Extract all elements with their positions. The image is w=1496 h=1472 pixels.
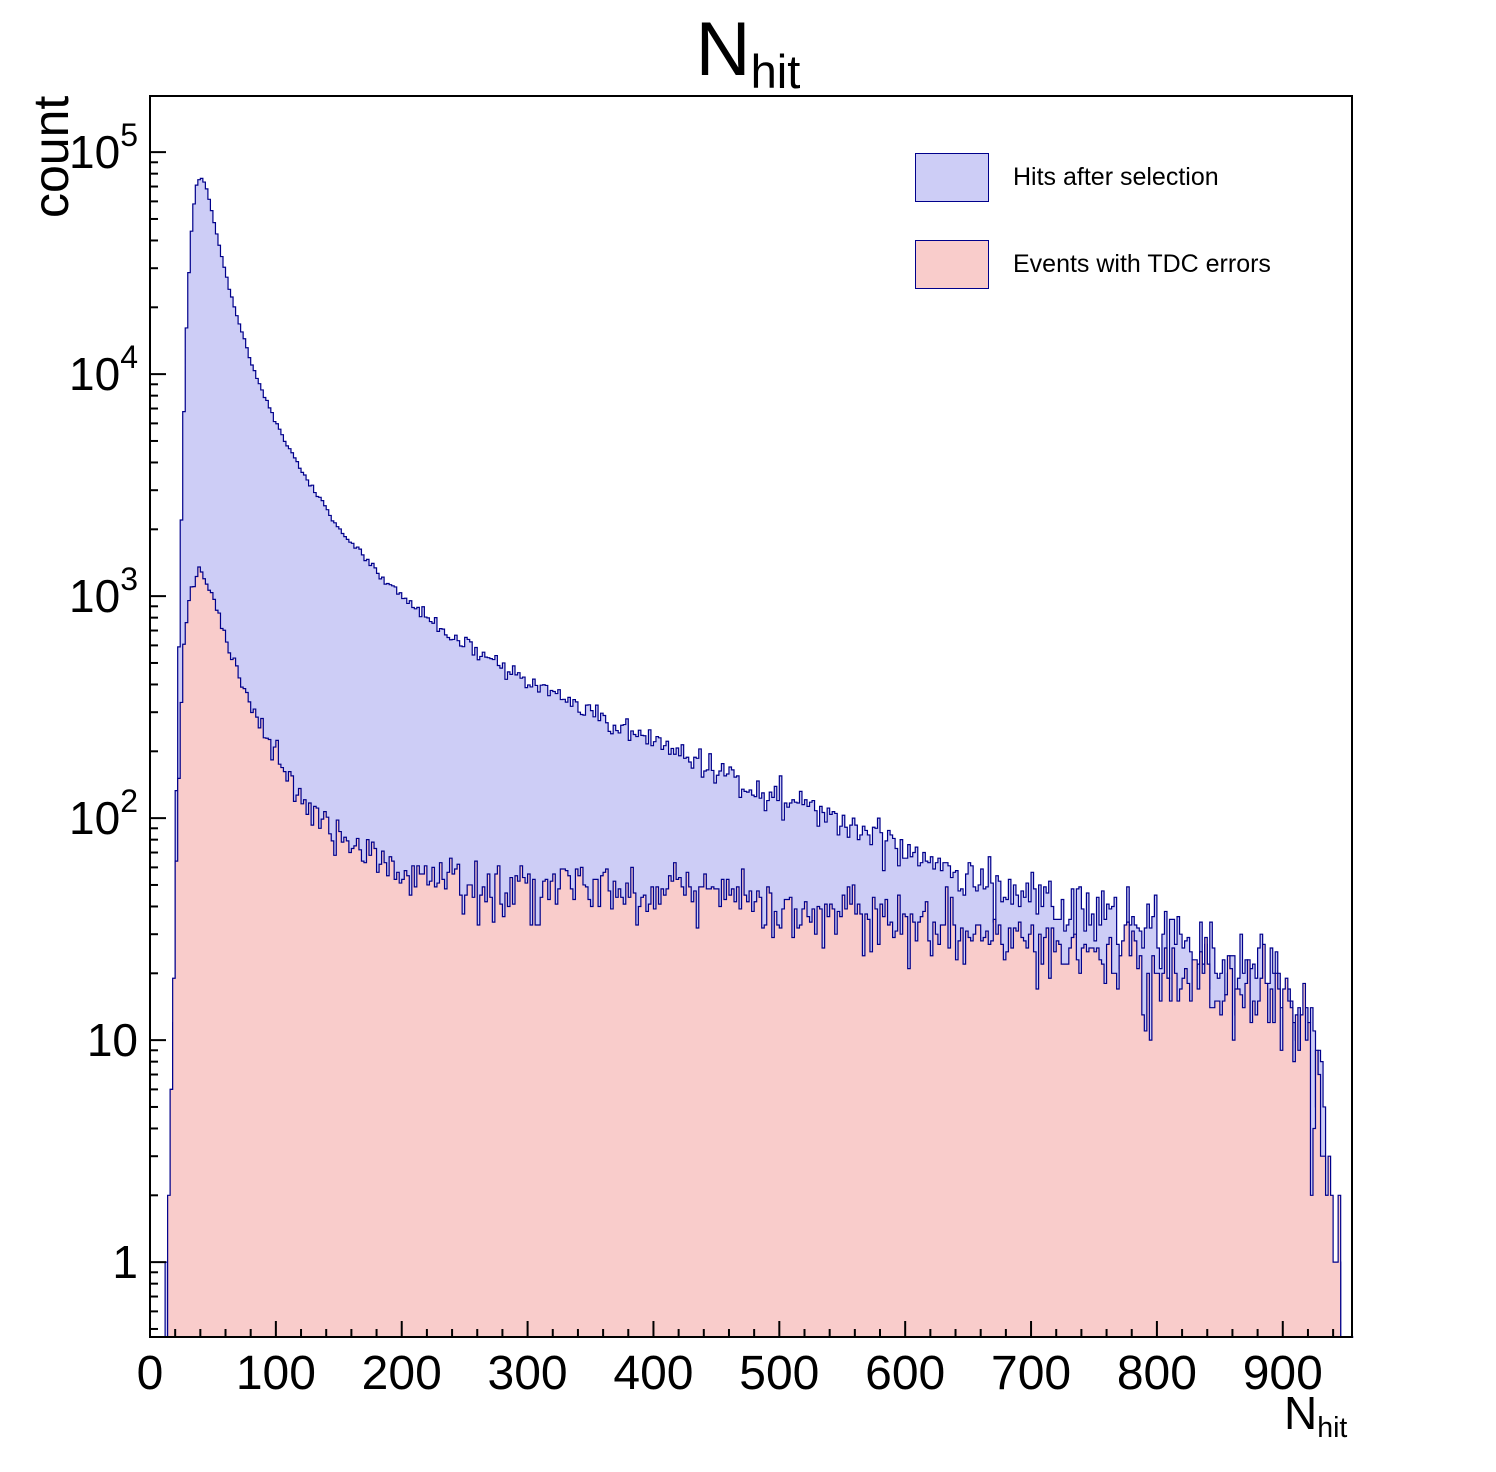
chart-title-main: N [695, 7, 751, 92]
axis-ticks [149, 151, 1335, 1337]
legend-label: Hits after selection [1013, 163, 1219, 191]
svg-text:105: 105 [69, 117, 138, 178]
chart-title-sub: hit [750, 45, 801, 99]
svg-text:104: 104 [69, 339, 138, 400]
svg-text:600: 600 [865, 1347, 945, 1400]
chart-title: Nhit [0, 6, 1496, 99]
svg-text:100: 100 [236, 1347, 316, 1400]
legend-swatch-blue [915, 153, 989, 202]
x-axis-title-sub: hit [1317, 1411, 1348, 1444]
plot-frame [149, 95, 1353, 1338]
legend-swatch-pink [915, 240, 989, 289]
svg-text:1: 1 [112, 1236, 138, 1288]
legend-label: Events with TDC errors [1013, 250, 1271, 278]
svg-text:700: 700 [991, 1347, 1071, 1400]
svg-text:103: 103 [69, 561, 138, 622]
svg-text:500: 500 [739, 1347, 819, 1400]
svg-text:400: 400 [613, 1347, 693, 1400]
legend: Hits after selection Events with TDC err… [915, 153, 1271, 327]
svg-text:10: 10 [87, 1014, 138, 1066]
svg-text:300: 300 [488, 1347, 568, 1400]
legend-item-hits-after-selection: Hits after selection [915, 153, 1271, 202]
svg-text:800: 800 [1117, 1347, 1197, 1400]
svg-text:102: 102 [69, 783, 138, 844]
svg-text:900: 900 [1243, 1347, 1323, 1400]
y-axis-title: count [23, 95, 79, 218]
svg-text:200: 200 [362, 1347, 442, 1400]
x-axis-title-main: N [1284, 1387, 1318, 1439]
histogram-series-1 [150, 566, 1354, 1338]
x-axis-title: Nhit [1284, 1386, 1347, 1445]
svg-text:0: 0 [137, 1347, 164, 1400]
axis-tick-labels: 0 100 200 300 400 500 600 700 800 900 1 10 102 103 104… [69, 117, 1323, 1400]
legend-item-tdc-errors: Events with TDC errors [915, 240, 1271, 289]
